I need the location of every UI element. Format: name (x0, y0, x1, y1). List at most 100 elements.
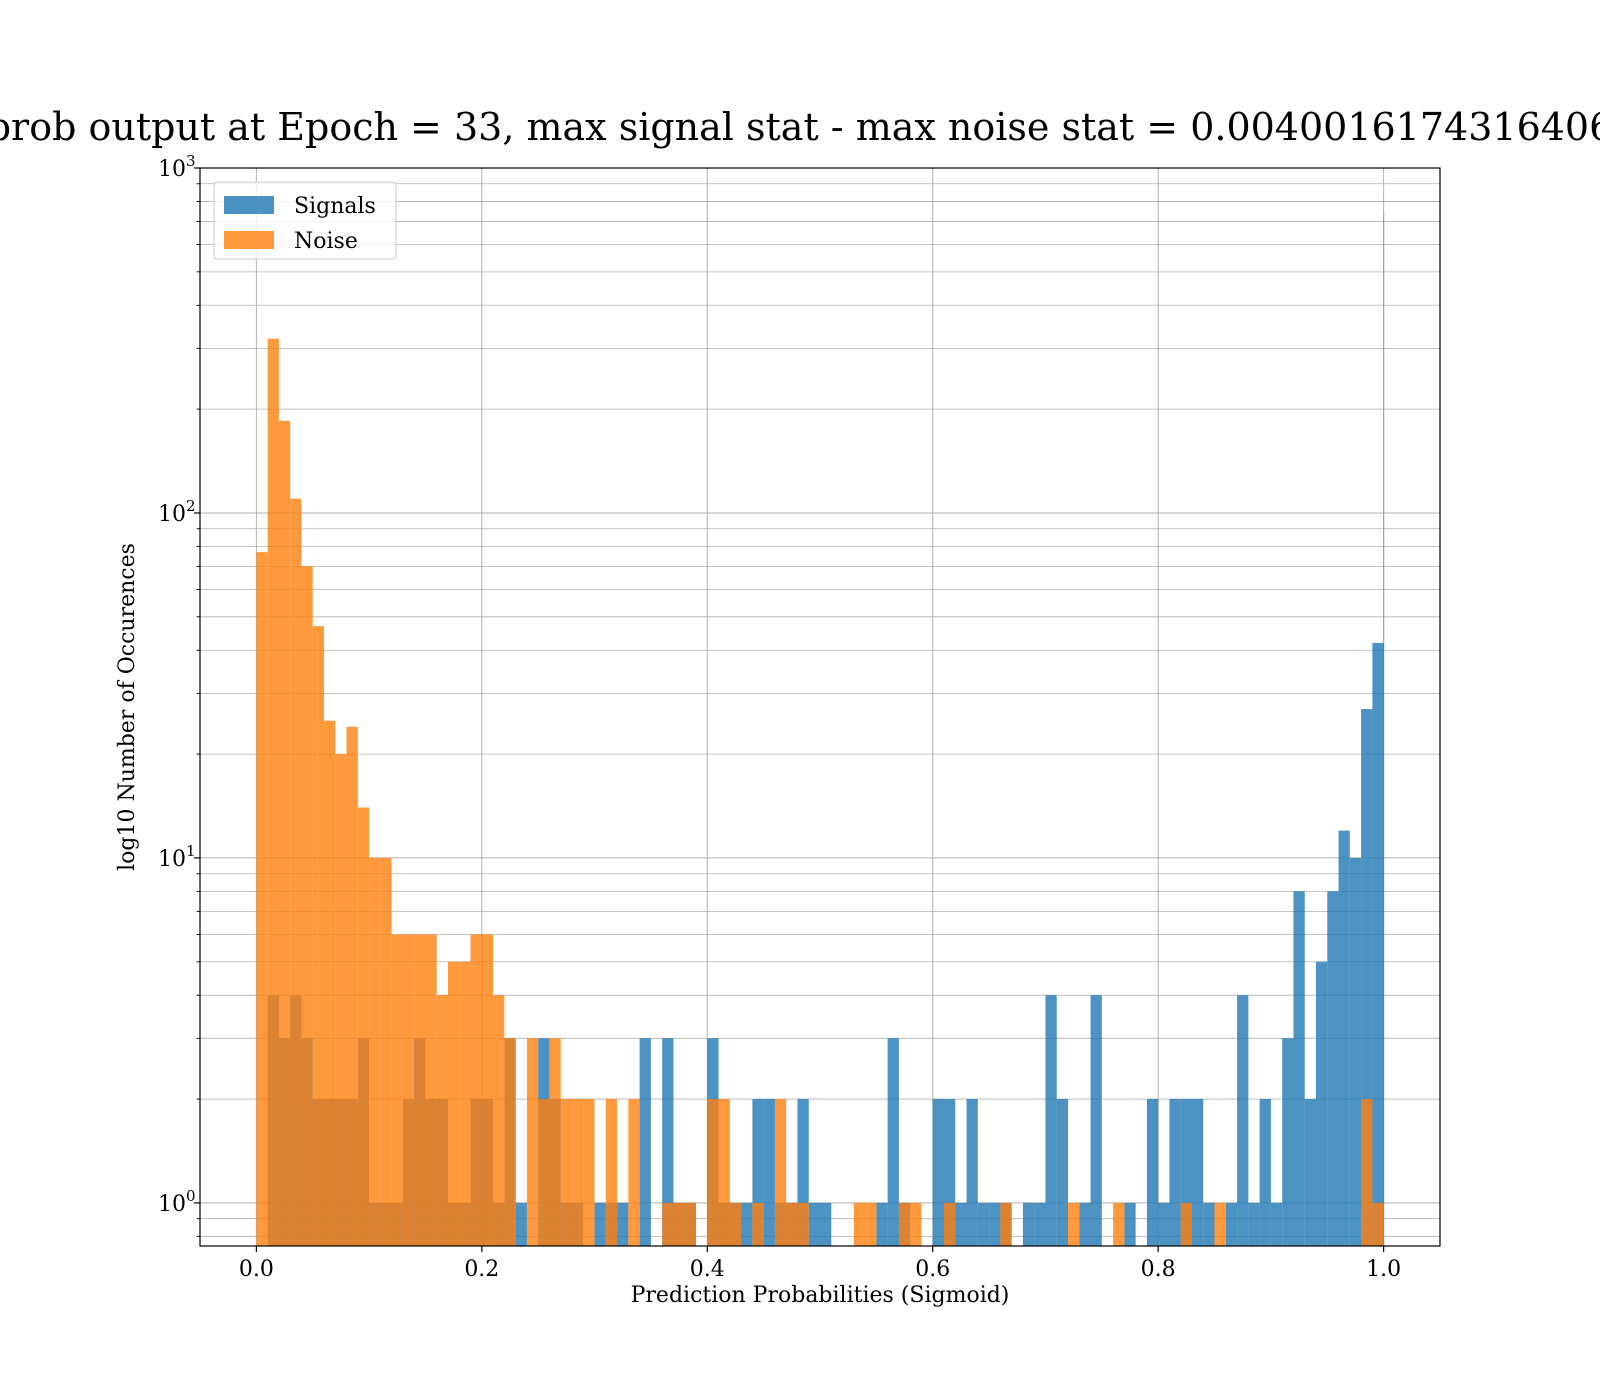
histogram-bar-signals (989, 1202, 1001, 1246)
histogram-bar-signals (1045, 995, 1057, 1246)
x-tick-label: 0.0 (239, 1257, 274, 1282)
histogram-bar-signals (1090, 995, 1102, 1246)
histogram-bar-noise (391, 934, 403, 1246)
histogram-bar-noise (1068, 1202, 1080, 1246)
histogram-bar-noise (504, 1038, 516, 1246)
histogram-bar-noise (380, 857, 392, 1246)
histogram-bar-noise (662, 1202, 674, 1246)
histogram-bar-signals (594, 1202, 606, 1246)
histogram-bar-signals (617, 1202, 629, 1246)
histogram-bar-noise (560, 1099, 572, 1246)
histogram-bar-signals (1146, 1099, 1159, 1246)
histogram-bar-noise (324, 720, 336, 1246)
histogram-bar-signals (1338, 830, 1350, 1246)
histogram-bar-noise (583, 1099, 595, 1246)
legend-label-noise: Noise (294, 229, 358, 254)
histogram-bar-signals (752, 1099, 764, 1246)
histogram-bar-noise (1000, 1202, 1012, 1246)
histogram-bar-signals (1022, 1202, 1035, 1246)
histogram-bar-noise (707, 1099, 719, 1246)
histogram-bar-noise (549, 1038, 561, 1246)
histogram-bar-signals (1361, 709, 1373, 1246)
bars (256, 213, 1385, 1247)
histogram-bar-signals (1259, 1099, 1271, 1246)
histogram-bar-noise (357, 807, 370, 1246)
histogram-bar-signals (1304, 1099, 1316, 1246)
histogram-bar-signals (944, 1099, 956, 1246)
histogram-bar-signals (1169, 1099, 1181, 1246)
plot-frame (199, 167, 1441, 1247)
histogram-bar-noise (797, 1202, 809, 1246)
histogram-bar-noise (752, 1202, 764, 1246)
histogram-bar-noise (414, 934, 426, 1246)
histogram-bar-signals (887, 1038, 899, 1246)
y-tick-label: 100 (158, 1187, 196, 1217)
histogram-bar-noise (1180, 1202, 1192, 1246)
histogram-bar-signals (1203, 1202, 1215, 1246)
histogram-bar-noise (774, 1099, 787, 1246)
legend-swatch-signals (224, 196, 274, 214)
histogram-bar-noise (853, 1202, 866, 1246)
histogram-bar-noise (1372, 1202, 1384, 1246)
histogram-bar-signals (1124, 1202, 1136, 1246)
histogram-bar-signals (1372, 642, 1384, 1246)
x-tick-label: 1.0 (1366, 1257, 1401, 1282)
y-tick-label: 103 (158, 152, 196, 182)
histogram-bar-signals (1293, 891, 1305, 1246)
histogram-bar-noise (335, 754, 347, 1246)
histogram-bar-noise (290, 498, 302, 1247)
histogram-bar-signals (763, 1099, 775, 1246)
histogram-bar-signals (955, 1202, 967, 1246)
histogram-bar-signals (1316, 961, 1328, 1246)
histogram-bar-noise (312, 626, 324, 1246)
histogram-bar-noise (526, 1038, 539, 1246)
x-tick-label: 0.4 (690, 1257, 725, 1282)
histogram-bar-signals (1282, 1038, 1294, 1246)
series-noise (256, 338, 1384, 1247)
chart-title: prob output at Epoch = 33, max signal st… (0, 105, 1600, 149)
histogram-bar-noise (538, 1099, 550, 1246)
histogram-bar-signals (808, 1202, 820, 1246)
histogram-bar-signals (1270, 1202, 1283, 1246)
x-tick-label: 0.6 (915, 1257, 950, 1282)
histogram-bar-noise (346, 726, 358, 1246)
histogram-bar-noise (369, 857, 381, 1246)
y-axis-label: log10 Number of Occurences (115, 543, 140, 871)
x-tick-label: 0.2 (464, 1257, 499, 1282)
histogram-bar-signals (1237, 995, 1249, 1246)
histogram-bar-signals (876, 1202, 888, 1246)
histogram-bar-noise (256, 552, 268, 1246)
histogram-bar-signals (1180, 1099, 1192, 1246)
histogram-bar-noise (278, 420, 291, 1246)
histogram-bar-noise (786, 1202, 798, 1246)
histogram-bar-signals (1248, 1202, 1260, 1246)
legend-swatch-noise (224, 231, 274, 249)
histogram-bar-signals (1327, 891, 1339, 1246)
histogram-bar-signals (639, 1038, 651, 1246)
histogram-bar-signals (977, 1202, 990, 1246)
histogram-bar-signals (741, 1202, 753, 1246)
y-tick-label: 102 (158, 497, 196, 527)
histogram-bar-signals (515, 1202, 527, 1246)
histogram-bar-signals (662, 1038, 674, 1246)
histogram-bar-noise (470, 934, 482, 1246)
histogram-bar-noise (425, 934, 437, 1246)
histogram-bar-signals (966, 1099, 978, 1246)
histogram-bar-signals (1034, 1202, 1046, 1246)
histogram-bar-signals (1383, 213, 1385, 1246)
histogram-bar-signals (797, 1099, 809, 1246)
histogram-bar-noise (448, 961, 460, 1246)
histogram-bar-noise (436, 995, 448, 1246)
histogram-bar-signals (820, 1202, 832, 1246)
histogram-bar-noise (267, 338, 279, 1247)
histogram-bar-noise (673, 1202, 685, 1246)
histogram-bar-noise (718, 1099, 730, 1246)
histogram-bar-noise (898, 1202, 911, 1246)
legend-label-signals: Signals (294, 194, 376, 219)
legend: Signals Noise (213, 181, 397, 260)
histogram-bar-noise (459, 961, 471, 1246)
histogram-bar-noise (481, 934, 494, 1246)
histogram-bar-signals (1225, 1202, 1238, 1246)
histogram-bar-noise (1361, 1099, 1373, 1246)
